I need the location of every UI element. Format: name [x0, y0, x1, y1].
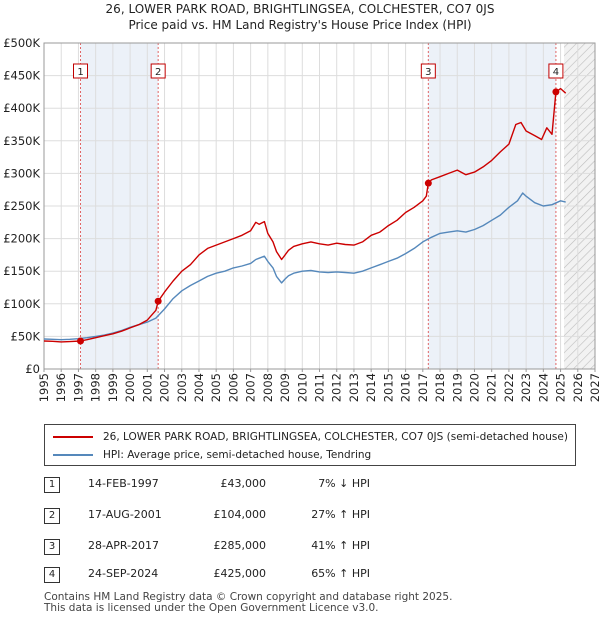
x-tick-label: 1999 — [106, 373, 120, 402]
sale-number-label: 4 — [553, 67, 559, 78]
legend-line-property — [53, 436, 93, 438]
y-tick-label: £200K — [3, 232, 40, 246]
sale-number-box — [73, 63, 89, 79]
transaction-price: £425,000 — [213, 567, 267, 580]
transaction-price: £285,000 — [213, 539, 267, 552]
transaction-hpi: 27% ↑ HPI — [311, 508, 370, 521]
x-tick-label: 2009 — [278, 373, 292, 402]
transaction-row: 1 14-FEB-1997 £43,000 7% ↓ HPI — [44, 474, 584, 494]
x-tick-label: 2017 — [416, 373, 430, 402]
x-tick-label: 2007 — [244, 373, 258, 402]
x-tick-label: 2002 — [158, 373, 172, 402]
sale-number-box — [548, 63, 564, 79]
y-tick-label: £400K — [3, 101, 40, 115]
x-tick-label: 2019 — [450, 373, 464, 402]
y-tick-label: £450K — [3, 69, 40, 83]
property-price-line — [43, 87, 567, 343]
x-tick-label: 2001 — [140, 373, 154, 402]
x-tick-label: 2027 — [588, 373, 600, 402]
x-tick-label: 2015 — [381, 373, 395, 402]
x-tick-label: 2010 — [295, 373, 309, 402]
chart-subtitle: Price paid vs. HM Land Registry's House … — [128, 18, 472, 32]
chart-title: 26, LOWER PARK ROAD, BRIGHTLINGSEA, COLC… — [105, 2, 495, 16]
x-tick-label: 2023 — [519, 373, 533, 402]
transaction-number: 2 — [44, 508, 60, 524]
x-tick-label: 2016 — [399, 373, 413, 402]
x-tick-label: 2012 — [330, 373, 344, 402]
x-tick-label: 2003 — [175, 373, 189, 402]
sale-number-box — [420, 63, 436, 79]
transaction-date: 24-SEP-2024 — [88, 567, 159, 580]
x-tick-label: 2006 — [226, 373, 240, 402]
x-tick-label: 2000 — [123, 373, 137, 402]
sale-point — [77, 337, 85, 345]
transaction-row: 2 17-AUG-2001 £104,000 27% ↑ HPI — [44, 505, 584, 525]
y-tick-label: £500K — [3, 36, 40, 50]
x-tick-label: 2024 — [536, 373, 550, 402]
sale-number-box — [150, 63, 166, 79]
transaction-number: 3 — [44, 539, 60, 555]
y-tick-label: £150K — [3, 264, 40, 278]
y-tick-label: £0 — [25, 362, 40, 376]
price-chart: £0 £50K £100K £150K £200K £250K £300K £350K £400… — [3, 36, 600, 402]
y-tick-label: £300K — [3, 166, 40, 180]
legend-label-property: 26, LOWER PARK ROAD, BRIGHTLINGSEA, COLC… — [103, 431, 568, 443]
transaction-row: 4 24-SEP-2024 £425,000 65% ↑ HPI — [44, 564, 584, 584]
x-tick-label: 2018 — [433, 373, 447, 402]
x-tick-label: 1996 — [54, 373, 68, 402]
sale-point — [154, 297, 162, 305]
transaction-date: 14-FEB-1997 — [88, 477, 159, 490]
x-tick-label: 2021 — [485, 373, 499, 402]
x-tick-label: 1998 — [89, 373, 103, 402]
transaction-row: 3 28-APR-2017 £285,000 41% ↑ HPI — [44, 536, 584, 556]
sale-number-label: 3 — [425, 67, 431, 78]
x-tick-label: 2011 — [313, 373, 327, 402]
footer-licence: This data is licensed under the Open Gov… — [44, 602, 379, 614]
x-tick-label: 2022 — [502, 373, 516, 402]
x-tick-label: 2026 — [571, 373, 585, 402]
transaction-date: 17-AUG-2001 — [88, 508, 162, 521]
x-tick-label: 2013 — [347, 373, 361, 402]
legend-label-hpi: HPI: Average price, semi-detached house,… — [103, 449, 372, 461]
sale-number-label: 1 — [77, 67, 83, 78]
x-tick-label: 1997 — [71, 373, 85, 402]
transaction-hpi: 65% ↑ HPI — [311, 567, 370, 580]
transaction-number: 1 — [44, 477, 60, 493]
x-tick-label: 2020 — [467, 373, 481, 402]
x-tick-label: 1995 — [37, 373, 51, 402]
transaction-price: £43,000 — [220, 477, 267, 490]
footer-copyright: Contains HM Land Registry data © Crown c… — [44, 591, 453, 603]
x-tick-label: 2008 — [261, 373, 275, 402]
transaction-number: 4 — [44, 567, 60, 583]
y-tick-label: £350K — [3, 134, 40, 148]
transaction-date: 28-APR-2017 — [88, 539, 160, 552]
transaction-hpi: 41% ↑ HPI — [311, 539, 370, 552]
x-tick-label: 2014 — [364, 373, 378, 402]
sale-point — [552, 88, 560, 96]
transaction-price: £104,000 — [213, 508, 267, 521]
y-tick-label: £100K — [3, 297, 40, 311]
x-tick-label: 2004 — [192, 373, 206, 402]
sale-point — [424, 179, 432, 187]
y-tick-label: £50K — [11, 329, 41, 343]
x-tick-label: 2025 — [554, 373, 568, 402]
legend-line-hpi — [53, 454, 93, 456]
legend: 26, LOWER PARK ROAD, BRIGHTLINGSEA, COLC… — [44, 424, 576, 466]
transaction-hpi: 7% ↓ HPI — [318, 477, 370, 490]
x-tick-label: 2005 — [209, 373, 223, 402]
y-tick-label: £250K — [3, 199, 40, 213]
sale-number-label: 2 — [155, 67, 161, 78]
